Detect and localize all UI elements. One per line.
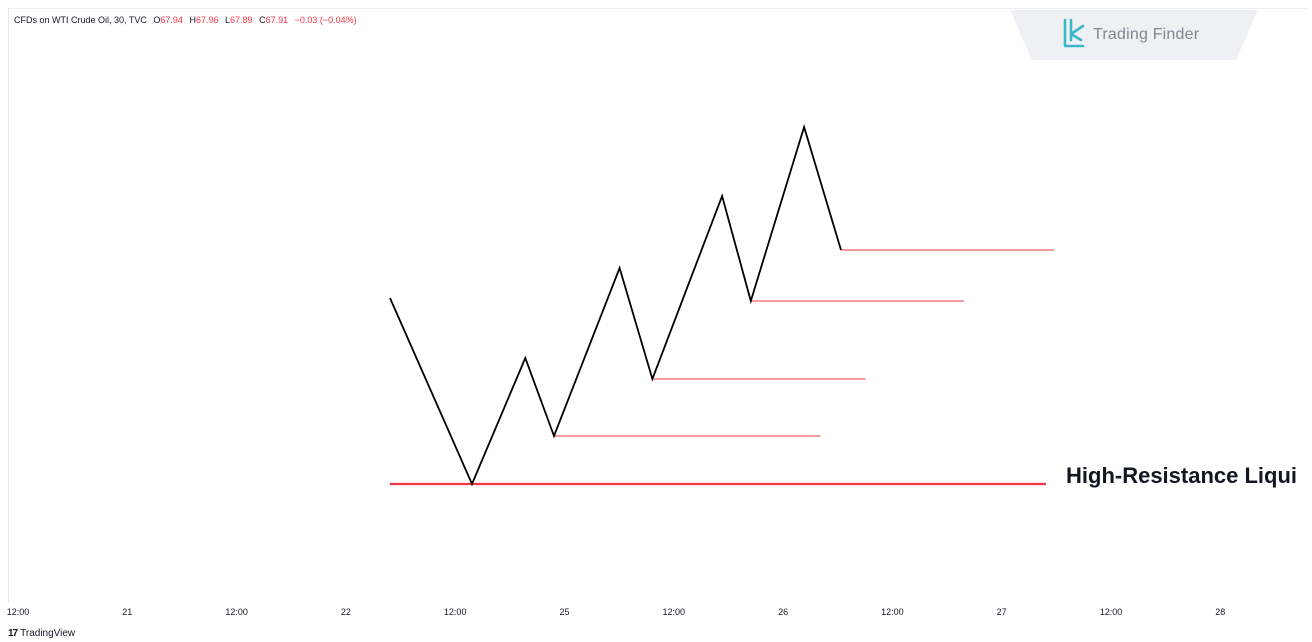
open-value: 67.94 bbox=[160, 15, 183, 25]
time-axis-tick: 12:00 bbox=[6, 607, 30, 617]
time-axis-tick: 28 bbox=[1215, 607, 1226, 617]
high-value: 67.96 bbox=[195, 15, 219, 25]
tradingview-logo-icon: 17 bbox=[8, 628, 18, 639]
time-axis-tick: 21 bbox=[122, 607, 133, 617]
symbol-legend: CFDs on WTI Crude Oil, 30, TVC O67.94 H6… bbox=[14, 15, 357, 25]
high-label: H bbox=[189, 15, 196, 25]
time-axis-tick: 12:00 bbox=[662, 607, 686, 617]
time-axis-tick: 27 bbox=[996, 607, 1007, 617]
time-axis-tick: 12:00 bbox=[225, 607, 248, 617]
tradingview-label: TradingView bbox=[20, 628, 76, 639]
time-axis-tick: 22 bbox=[340, 607, 351, 617]
tradingview-brand[interactable]: 17 TradingView bbox=[8, 628, 75, 639]
time-axis-tick: 12:00 bbox=[443, 607, 467, 617]
chart-pane[interactable] bbox=[8, 8, 1309, 602]
low-value: 67.89 bbox=[230, 15, 253, 25]
close-value: 67.91 bbox=[265, 15, 289, 25]
brand-name: Trading Finder bbox=[1093, 26, 1200, 43]
close-label: C bbox=[259, 15, 266, 25]
trading-finder-logo-icon bbox=[1063, 18, 1085, 48]
symbol-name[interactable]: CFDs on WTI Crude Oil, 30, TVC bbox=[14, 15, 147, 25]
time-axis-tick: 12:00 bbox=[881, 607, 904, 617]
liquidity-annotation: High-Resistance Liqui bbox=[1066, 463, 1298, 488]
time-axis-tick: 12:00 bbox=[1099, 607, 1123, 617]
price-zigzag-line bbox=[389, 123, 842, 487]
open-label: O bbox=[153, 15, 161, 25]
change-value: −0.03 (−0.04%) bbox=[294, 15, 357, 25]
time-axis-tick: 25 bbox=[559, 607, 570, 617]
low-label: L bbox=[225, 15, 231, 25]
time-axis-tick: 26 bbox=[778, 607, 789, 617]
